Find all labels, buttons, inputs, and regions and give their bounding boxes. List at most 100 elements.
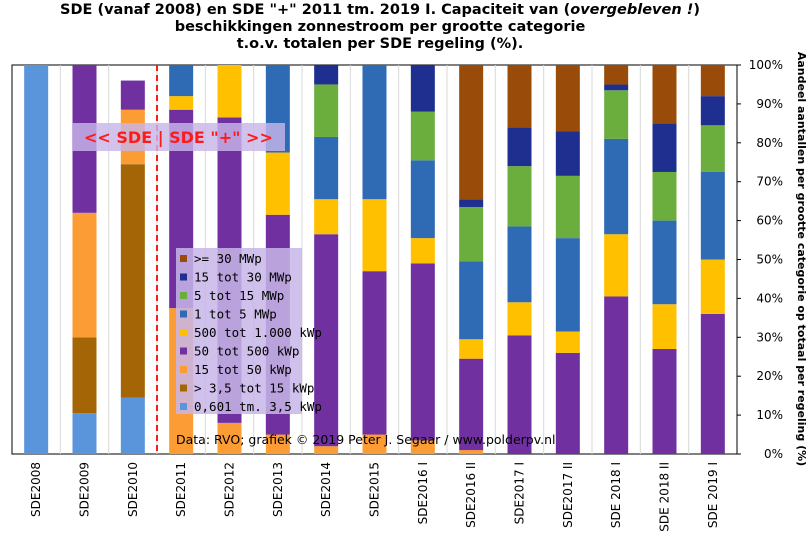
bar-segment bbox=[652, 348, 677, 454]
bar-segment bbox=[459, 65, 484, 200]
y-tick-label: 0% bbox=[764, 447, 783, 461]
x-tick-label: SDE2012 bbox=[223, 462, 237, 517]
legend-swatch bbox=[180, 255, 187, 262]
legend-swatch bbox=[180, 273, 187, 281]
legend-box bbox=[176, 248, 302, 414]
x-tick-label: SDE2013 bbox=[271, 462, 285, 517]
period-annotation-text: << SDE | SDE "+" >> bbox=[84, 128, 273, 148]
period-annotation: << SDE | SDE "+" >> bbox=[72, 123, 285, 151]
bar-segment bbox=[362, 199, 387, 272]
source-text: Data: RVO; grafiek © 2019 Peter J. Segaa… bbox=[176, 432, 556, 447]
bar-segment bbox=[362, 434, 387, 454]
bar-segment bbox=[700, 259, 725, 314]
bar-stack-2 bbox=[120, 80, 145, 454]
legend-swatch bbox=[180, 384, 187, 392]
bar-stack-14 bbox=[700, 65, 725, 454]
legend: >= 30 MWp 15 tot 30 MWp 5 tot 15 MWp 1 tot … bbox=[176, 248, 322, 414]
bar-segment bbox=[507, 226, 532, 303]
y-tick-label: 20% bbox=[756, 369, 783, 383]
bar-segment bbox=[604, 296, 629, 454]
y-tick-label: 40% bbox=[756, 291, 783, 305]
bar-segment bbox=[507, 302, 532, 336]
bar-segment bbox=[120, 397, 145, 454]
legend-label: 1 tot 5 MWp bbox=[194, 307, 277, 322]
bar-segment bbox=[555, 238, 580, 332]
x-tick-label: SDE 2018 I bbox=[609, 462, 623, 528]
bar-segment bbox=[410, 263, 435, 441]
x-tick-label: SDE 2019 I bbox=[706, 462, 720, 528]
bar-segment bbox=[169, 96, 194, 110]
bar-segment bbox=[410, 65, 435, 112]
period-annotation-box bbox=[72, 123, 285, 151]
bar-segment bbox=[604, 65, 629, 85]
y-tick-label: 50% bbox=[756, 253, 783, 267]
x-tick-label: SDE2015 bbox=[368, 462, 382, 517]
bar-segment bbox=[72, 212, 97, 338]
legend-swatch bbox=[180, 292, 187, 299]
bar-segment bbox=[555, 175, 580, 239]
y-tick-label: 60% bbox=[756, 214, 783, 228]
bar-stack-10 bbox=[507, 65, 532, 454]
bar-segment bbox=[314, 234, 339, 447]
bar-segment bbox=[507, 335, 532, 454]
x-tick-label: SDE2010 bbox=[126, 462, 140, 517]
bar-segment bbox=[652, 304, 677, 349]
bar-segment bbox=[700, 313, 725, 454]
y-tick-label: 30% bbox=[756, 330, 783, 344]
legend-swatch bbox=[180, 403, 187, 410]
x-tick-label: SDE2014 bbox=[319, 462, 333, 517]
bar-stack-8 bbox=[410, 65, 435, 454]
title-part-1: overgebleven ! bbox=[570, 2, 694, 18]
bar-stack-11 bbox=[555, 65, 580, 454]
bar-segment bbox=[604, 138, 629, 235]
legend-swatch bbox=[180, 310, 187, 318]
bar-segment bbox=[459, 261, 484, 340]
bar-segment bbox=[604, 234, 629, 297]
bar-segment bbox=[555, 65, 580, 132]
title-part-0: SDE (vanaf 2008) en SDE "+" 2011 tm. 201… bbox=[60, 2, 571, 18]
chart-title-line-3: t.o.v. totalen per SDE regeling (%). bbox=[236, 36, 524, 52]
bar-segment bbox=[72, 337, 97, 414]
legend-label: 50 tot 500 kWp bbox=[194, 344, 299, 359]
bar-segment bbox=[652, 123, 677, 172]
title-part-2: ) bbox=[693, 2, 700, 18]
bar-segment bbox=[314, 84, 339, 137]
x-tick-label: SDE2016 II bbox=[464, 462, 478, 528]
bar-segment bbox=[314, 199, 339, 235]
legend-swatch bbox=[180, 366, 187, 373]
x-tick-label: SDE2017 I bbox=[513, 462, 527, 524]
y-tick-label: 100% bbox=[749, 58, 783, 72]
legend-label: >= 30 MWp bbox=[194, 251, 262, 266]
bar-segment bbox=[507, 166, 532, 227]
legend-label: 15 tot 50 kWp bbox=[194, 362, 292, 377]
bar-segment bbox=[410, 111, 435, 161]
bar-segment bbox=[72, 413, 97, 454]
y-axis-label: Aandeel aantallen per grootte categorie … bbox=[795, 52, 808, 466]
bar-segment bbox=[555, 331, 580, 353]
bar-segment bbox=[700, 96, 725, 126]
bar-segment bbox=[120, 80, 145, 110]
bar-segment bbox=[24, 65, 49, 454]
x-tick-label: SDE 2018 II bbox=[658, 462, 672, 532]
bar-segment bbox=[604, 90, 629, 139]
bar-segment bbox=[700, 125, 725, 172]
bar-segment bbox=[459, 199, 484, 207]
bar-segment bbox=[410, 160, 435, 239]
bar-segment bbox=[410, 238, 435, 264]
bar-segment bbox=[652, 220, 677, 305]
chart-title: SDE (vanaf 2008) en SDE "+" 2011 tm. 201… bbox=[0, 2, 760, 53]
bar-stack-0 bbox=[24, 65, 49, 454]
bar-segment bbox=[410, 440, 435, 454]
legend-label: 15 tot 30 MWp bbox=[194, 270, 292, 285]
bar-stack-6 bbox=[314, 65, 339, 454]
bar-segment bbox=[507, 127, 532, 167]
y-axis-ticks: 0% 10% 20% 30% 40% 50% 60% 70% 80% 90% 100% bbox=[737, 58, 783, 461]
bar-segment bbox=[652, 171, 677, 221]
bar-stack-9 bbox=[459, 65, 484, 454]
y-tick-label: 90% bbox=[756, 97, 783, 111]
legend-label: 500 tot 1.000 kWp bbox=[194, 325, 322, 340]
bar-segment bbox=[459, 358, 484, 451]
title-line1: SDE (vanaf 2008) en SDE "+" 2011 tm. 201… bbox=[60, 2, 700, 18]
bar-segment bbox=[459, 206, 484, 262]
